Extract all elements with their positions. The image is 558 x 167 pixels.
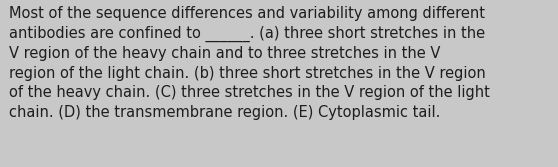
Text: Most of the sequence differences and variability among different
antibodies are : Most of the sequence differences and var…	[9, 6, 490, 120]
